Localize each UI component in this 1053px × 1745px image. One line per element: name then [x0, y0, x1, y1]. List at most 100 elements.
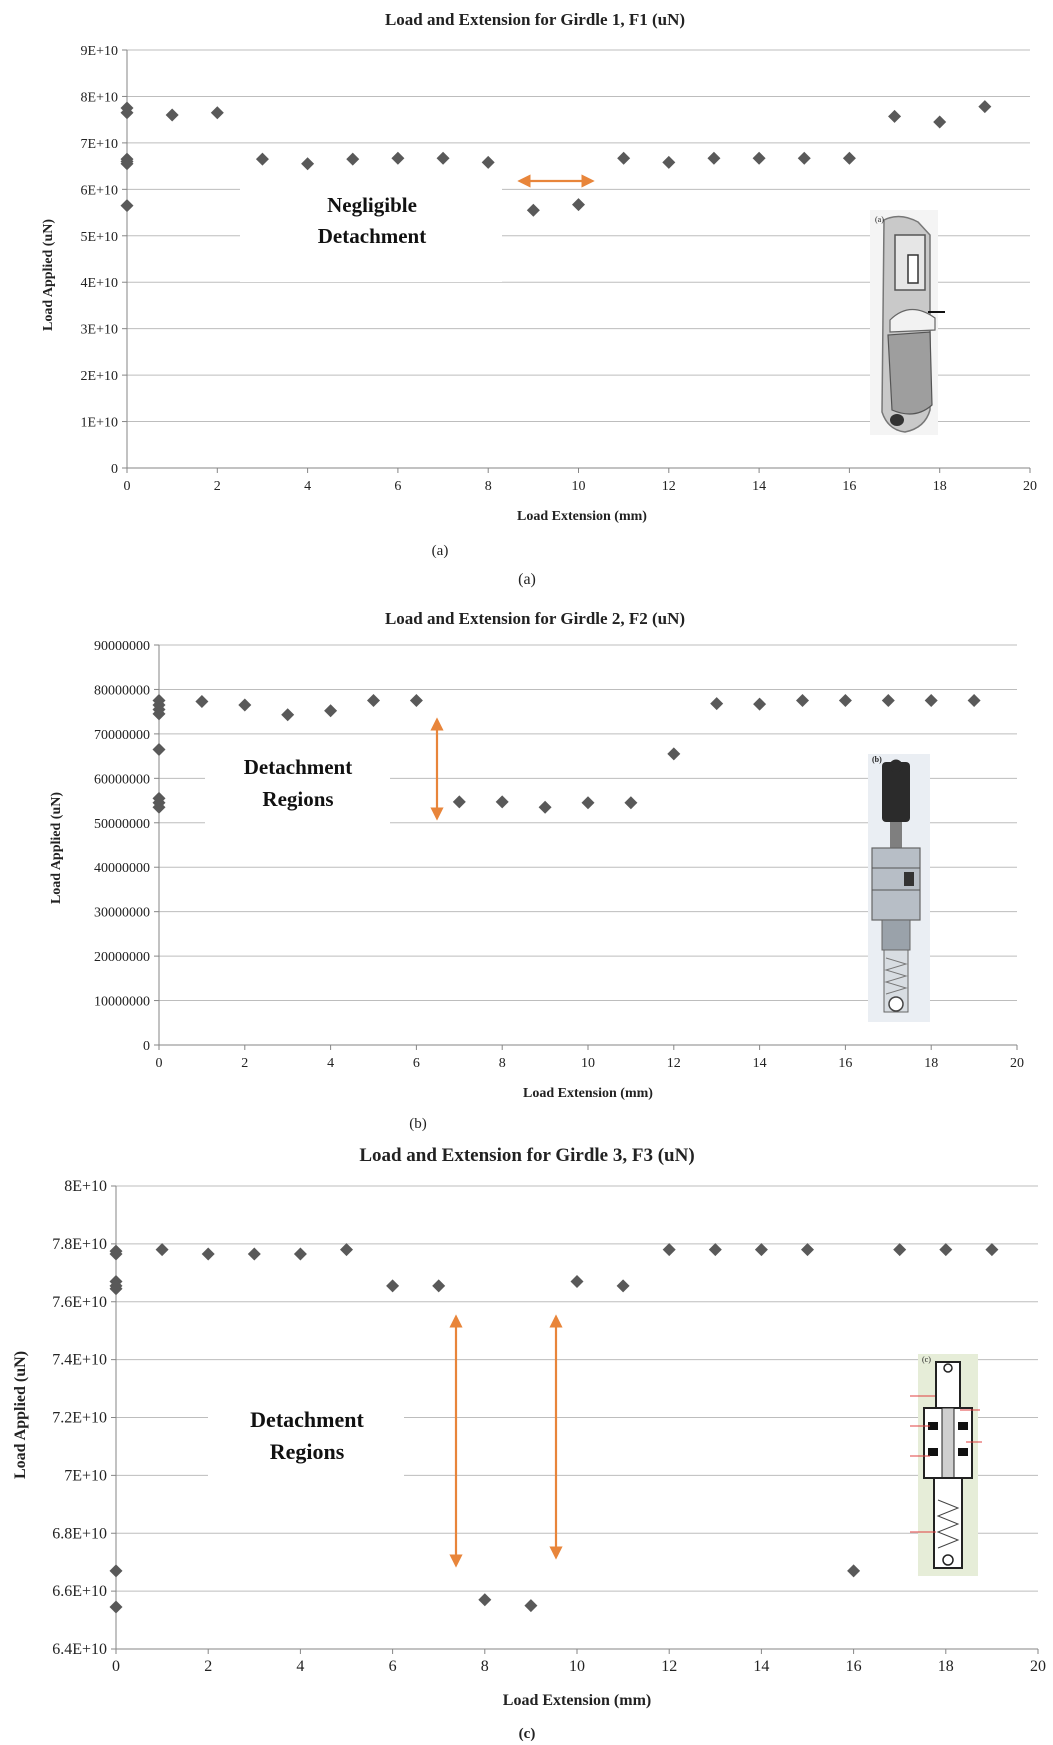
chart-3-y-tick-label: 6.6E+10 — [52, 1583, 107, 1600]
chart-1-y-tick-label: 8E+10 — [81, 90, 118, 105]
chart-2-x-tick-label: 12 — [667, 1056, 681, 1071]
chart-3-x-axis-label: Load Extension (mm) — [503, 1692, 651, 1709]
chart-3-x-tick-label: 0 — [112, 1658, 120, 1675]
girdle-3-device-image: (c) — [910, 1354, 982, 1576]
chart-1-y-tick-label: 1E+10 — [81, 416, 118, 431]
chart-3-x-tick-label: 4 — [296, 1658, 304, 1675]
chart-3-data-point — [570, 1274, 584, 1288]
chart-1-data-point — [346, 152, 360, 166]
chart-2-data-point — [195, 694, 209, 708]
chart-3-data-point — [524, 1599, 538, 1613]
chart-1-x-tick-label: 20 — [1023, 479, 1037, 494]
chart-2-x-tick-label: 6 — [413, 1056, 420, 1071]
chart-3-y-tick-label: 8E+10 — [64, 1178, 107, 1195]
chart-3-y-axis-label: Load Applied (uN) — [12, 1351, 29, 1479]
chart-1-data-point — [888, 109, 902, 123]
chart-1-data-point — [707, 151, 721, 165]
chart-3-data-point — [386, 1279, 400, 1293]
chart-2-annotation-line-1: Detachment — [244, 755, 352, 779]
chart-1-x-tick-label: 18 — [933, 479, 947, 494]
chart-3-x-tick-label: 2 — [204, 1658, 212, 1675]
chart-1-data-point — [436, 151, 450, 165]
chart-3-x-tick-label: 8 — [481, 1658, 489, 1675]
chart-1-x-tick-label: 12 — [662, 479, 676, 494]
chart-3-title: Load and Extension for Girdle 3, F3 (uN) — [359, 1145, 694, 1166]
chart-3-data-point — [847, 1564, 861, 1578]
chart-3-data-point — [155, 1243, 169, 1257]
chart-2-data-point — [238, 698, 252, 712]
chart-2-data-point — [753, 697, 767, 711]
chart-2-data-point — [624, 796, 638, 810]
chart-3-annotation-box — [208, 1392, 404, 1484]
chart-2-data-point — [452, 795, 466, 809]
chart-2-title: Load and Extension for Girdle 2, F2 (uN) — [385, 609, 685, 628]
chart-1: Load and Extension for Girdle 1, F1 (uN)… — [41, 10, 1037, 559]
chart-2-data-point — [967, 694, 981, 708]
chart-1-annotation-box — [240, 178, 502, 282]
chart-1-y-axis-label: Load Applied (uN) — [41, 219, 56, 331]
chart-1-data-point — [120, 157, 134, 171]
chart-1-title: Load and Extension for Girdle 1, F1 (uN) — [385, 10, 685, 29]
chart-3-data-point — [293, 1247, 307, 1261]
chart-1-x-tick-label: 8 — [485, 479, 492, 494]
chart-1-y-tick-label: 9E+10 — [81, 44, 118, 59]
chart-2-y-tick-label: 90000000 — [94, 639, 150, 654]
chart-2-data-point — [281, 708, 295, 722]
girdle-1-inset-label: (a) — [875, 215, 884, 224]
chart-1-y-tick-label: 4E+10 — [81, 276, 118, 291]
chart-2-data-point — [881, 694, 895, 708]
chart-2-x-tick-label: 8 — [499, 1056, 506, 1071]
chart-1-data-point — [617, 151, 631, 165]
chart-2-data-point — [838, 694, 852, 708]
chart-1-data-point — [933, 115, 947, 129]
chart-2-annotation-line-2: Regions — [262, 787, 333, 811]
chart-3-data-point — [939, 1243, 953, 1257]
chart-1-y-tick-label: 2E+10 — [81, 369, 118, 384]
between-caption: (a) — [518, 571, 536, 588]
chart-2-x-tick-label: 14 — [753, 1056, 767, 1071]
chart-3-data-point — [985, 1243, 999, 1257]
chart-2-data-point — [324, 704, 338, 718]
chart-2-data-point — [367, 694, 380, 708]
chart-3-y-tick-label: 7E+10 — [64, 1467, 107, 1484]
chart-2-x-tick-label: 0 — [156, 1056, 163, 1071]
chart-3-data-point — [109, 1282, 123, 1296]
chart-3-data-point — [801, 1243, 814, 1257]
chart-3-data-point — [478, 1593, 492, 1607]
chart-2-data-point — [924, 694, 938, 708]
chart-1-data-point — [120, 106, 134, 120]
chart-2-x-tick-label: 10 — [581, 1056, 595, 1071]
chart-2-data-point — [409, 694, 423, 708]
chart-2-x-tick-label: 18 — [924, 1056, 938, 1071]
chart-1-y-tick-label: 6E+10 — [81, 183, 118, 198]
chart-3-data-point — [893, 1243, 907, 1257]
chart-1-x-tick-label: 2 — [214, 479, 221, 494]
chart-2-data-point — [667, 747, 681, 761]
chart-3-x-tick-label: 16 — [846, 1658, 862, 1675]
chart-3-caption: (c) — [519, 1726, 536, 1742]
chart-3-data-point — [708, 1243, 722, 1257]
chart-1-annotation-line-1: Negligible — [327, 193, 417, 217]
chart-2-y-axis-label: Load Applied (uN) — [49, 792, 64, 904]
chart-3-data-point — [201, 1247, 215, 1261]
chart-1-y-tick-label: 0 — [111, 462, 118, 477]
chart-1-data-point — [752, 151, 766, 165]
chart-1-x-tick-label: 0 — [124, 479, 131, 494]
chart-2-y-tick-label: 50000000 — [94, 817, 150, 832]
chart-2-y-tick-label: 20000000 — [94, 950, 150, 965]
chart-3-x-tick-label: 18 — [938, 1658, 954, 1675]
chart-1-data-point — [255, 152, 269, 166]
chart-2-data-point — [538, 800, 552, 814]
chart-3-annotation-line-2: Regions — [270, 1439, 345, 1464]
girdle-1-device-image: (a) — [870, 210, 945, 435]
chart-2-data-point — [581, 796, 595, 810]
chart-1-x-tick-label: 14 — [752, 479, 766, 494]
girdle-2-device-image: (b) — [868, 754, 930, 1022]
chart-1-data-point — [210, 106, 224, 120]
chart-2-y-tick-label: 0 — [143, 1039, 150, 1054]
chart-3-data-point — [754, 1243, 768, 1257]
chart-2-x-axis-label: Load Extension (mm) — [523, 1086, 653, 1101]
chart-1-x-tick-label: 4 — [304, 479, 311, 494]
chart-1-data-point — [842, 151, 856, 165]
